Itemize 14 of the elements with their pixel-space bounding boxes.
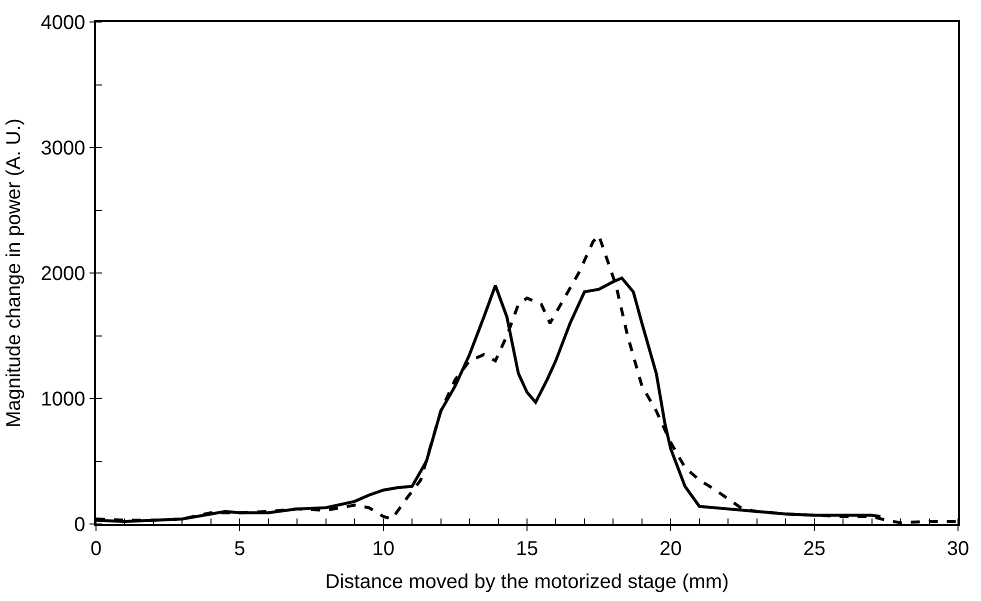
x-axis-title: Distance moved by the motorized stage (mm) [325,570,729,593]
y-tick-label: 0 [74,514,86,536]
x-tick-label: 0 [90,538,102,560]
y-tick-label: 2000 [40,263,86,285]
y-tick-label: 1000 [40,388,86,410]
x-tick-label: 20 [660,538,682,560]
x-tick-label: 5 [234,538,246,560]
x-tick-label: 10 [372,538,394,560]
y-tick-label: 4000 [40,12,86,34]
y-axis-title: Magnitude change in power (A. U.) [2,118,25,428]
x-tick-label: 15 [516,538,538,560]
x-tick-label: 30 [946,538,970,560]
x-tick-label: 25 [803,538,826,560]
y-tick-label: 3000 [40,138,86,160]
